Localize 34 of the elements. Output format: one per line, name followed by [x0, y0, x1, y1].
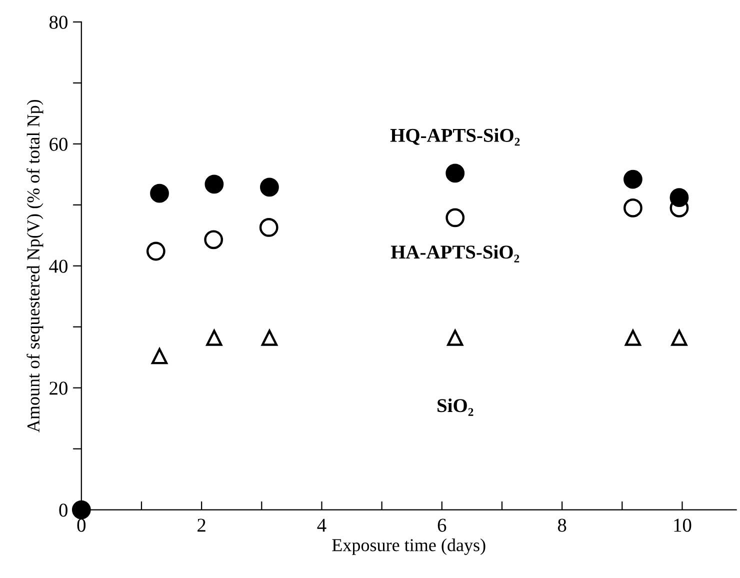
- y-tick-label: 0: [59, 504, 68, 517]
- x-tick-label: 4: [317, 518, 326, 532]
- point: [261, 330, 278, 346]
- y-tick-label: 60: [50, 138, 68, 151]
- point: [151, 348, 168, 364]
- point: [446, 164, 465, 183]
- x-tick-label: 10: [674, 518, 692, 532]
- point: [624, 170, 642, 189]
- point: [624, 198, 642, 218]
- y-tick-label: 80: [50, 16, 68, 29]
- point: [447, 330, 464, 346]
- point: [670, 188, 689, 208]
- x-tick-label: 6: [438, 518, 446, 532]
- series-label: HQ-APTS-SiO₂: [390, 128, 520, 146]
- point: [624, 330, 642, 346]
- x-tick-label: 8: [558, 518, 566, 532]
- x-tick-label: 0: [77, 518, 86, 532]
- point: [150, 184, 169, 203]
- y-tick-label: 20: [50, 382, 68, 395]
- point: [206, 330, 222, 346]
- point: [671, 330, 688, 346]
- text: SiO₂: [438, 398, 474, 416]
- point: [204, 230, 224, 250]
- point: [259, 218, 278, 237]
- point: [260, 178, 279, 197]
- series-label: HA-APTS-SiO₂: [390, 245, 520, 262]
- y-axis-title: Amount of sequestered Np(V) (% of total Np): [26, 100, 44, 432]
- y-tick-label: 40: [49, 260, 68, 273]
- point: [72, 500, 91, 520]
- point: [146, 242, 166, 261]
- point: [204, 174, 224, 194]
- x-tick-label: 2: [198, 518, 206, 532]
- x-axis-title: Exposure time (days): [332, 538, 486, 555]
- point: [446, 208, 465, 228]
